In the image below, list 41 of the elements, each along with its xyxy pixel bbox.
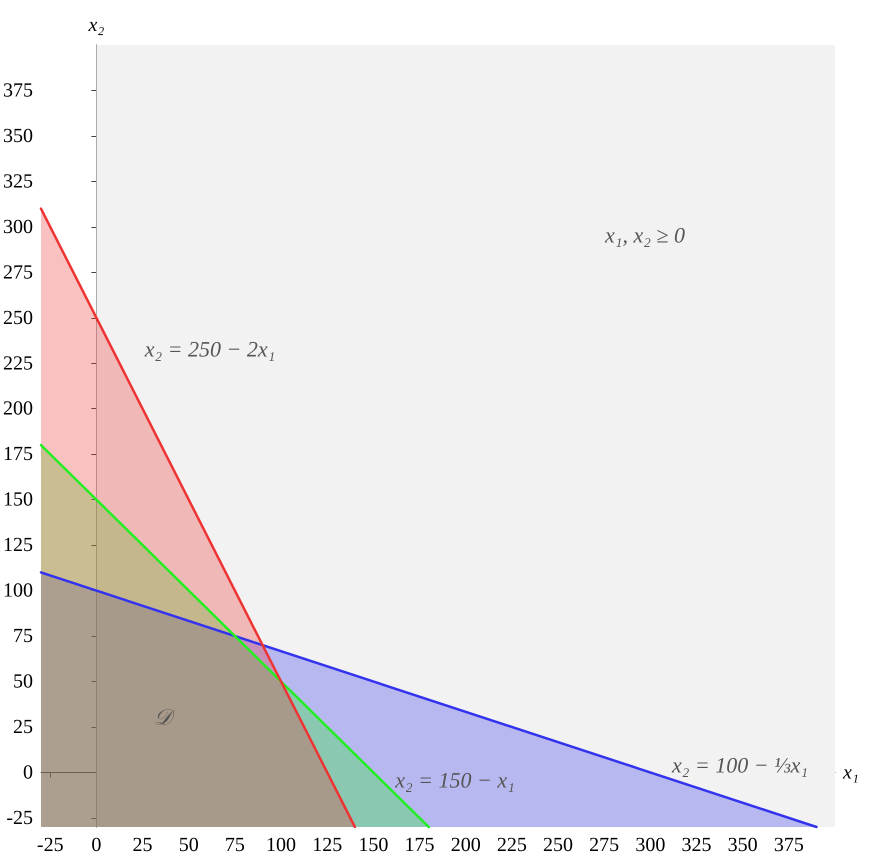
y-tick-label: 25 [13,716,33,738]
x-tick-label: 50 [178,834,199,855]
y-tick-label: 0 [23,761,33,784]
x-tick-label: 100 [266,834,296,855]
y-tick-label: 75 [13,625,33,648]
y-tick-label: 150 [3,488,33,511]
y-tick-label: 325 [3,170,33,192]
y-tick-label: 375 [3,79,33,102]
x-tick-label: 25 [132,834,153,855]
y-tick-label: 175 [3,443,33,466]
y-tick-label: 350 [3,124,33,147]
y-tick-label: 250 [3,306,33,329]
x-tick-label: 250 [543,834,574,855]
x-tick-label: 0 [91,834,102,855]
y-tick-label: 125 [3,534,33,556]
y-tick-label: -25 [6,806,33,829]
y-axis-title: x₂ [87,14,104,36]
x-tick-label: 325 [682,834,712,855]
annotation: 𝒟 [154,704,176,730]
x-tick-label: 225 [496,834,527,855]
annotation: x₁, x₂ ≥ 0 [604,222,685,248]
x-tick-label: -25 [36,834,64,855]
y-tick-label: 100 [3,580,33,602]
y-tick-label: 275 [3,261,33,284]
y-tick-label: 300 [3,216,33,238]
x-tick-label: 125 [312,834,342,855]
annotation: x₂ = 250 − 2x₁ [144,336,276,362]
annotation: x₂ = 100 − ⅓x₁ [670,752,808,778]
x-tick-label: 200 [450,834,481,855]
x-tick-label: 375 [774,834,804,855]
y-tick-label: 50 [13,670,33,693]
x-tick-label: 75 [224,834,245,855]
y-tick-label: 225 [3,352,33,374]
x-tick-label: 300 [635,834,666,855]
x-tick-label: 175 [404,834,435,855]
y-tick-label: 200 [3,398,33,420]
x-tick-label: 350 [728,834,758,855]
x-tick-label: 275 [589,834,620,855]
annotation: x₂ = 150 − x₁ [394,768,515,792]
x-axis-title: x₁ [842,761,859,784]
x-tick-label: 150 [358,834,388,855]
